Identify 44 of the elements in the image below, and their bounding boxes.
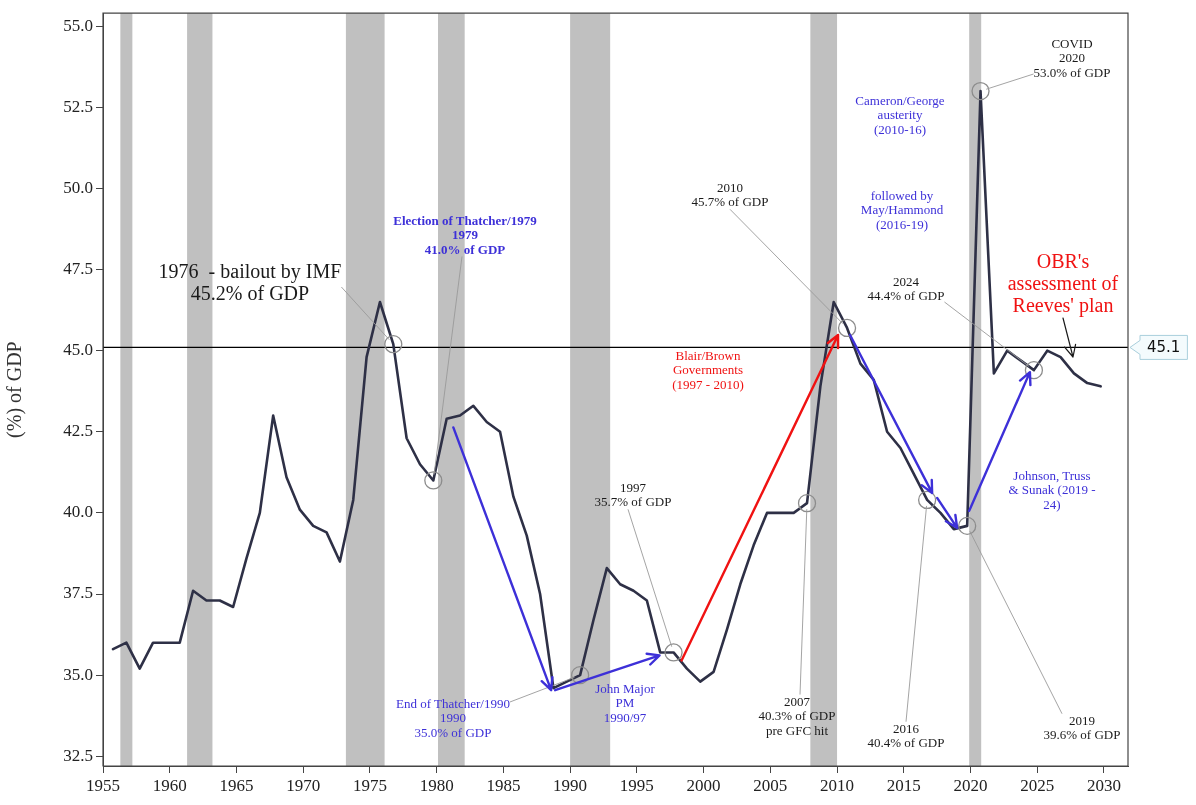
- annotation: 2019 39.6% of GDP: [1043, 712, 1121, 743]
- y-tick-label: 47.5: [63, 259, 93, 279]
- annotation: 2016 40.4% of GDP: [867, 720, 945, 751]
- x-tick-label: 1980: [419, 775, 454, 795]
- x-tick-label: 2005: [753, 775, 788, 795]
- x-tick-label: 2025: [1020, 775, 1055, 795]
- x-tick-label: 1955: [86, 775, 120, 795]
- annotation: John Major PM 1990/97: [595, 680, 655, 725]
- annotation: followed by May/Hammond (2016-19): [860, 187, 944, 232]
- y-tick-label: 37.5: [63, 583, 93, 603]
- x-tick-label: 1995: [619, 775, 654, 795]
- ref-line-label: 45.1: [1147, 338, 1181, 357]
- y-axis-title: (%) of GDP: [3, 341, 27, 438]
- y-tick-label: 35.0: [63, 664, 93, 684]
- x-tick-label: 2015: [886, 775, 921, 795]
- x-tick-label: 1970: [286, 775, 321, 795]
- y-tick-label: 32.5: [63, 745, 93, 765]
- x-tick-label: 2010: [820, 775, 855, 795]
- y-tick-label: 55.0: [63, 15, 93, 35]
- annotation: End of Thatcher/1990 1990 35.0% of GDP: [396, 695, 510, 740]
- annotation: Blair/Brown Governments (1997 - 2010): [672, 347, 744, 392]
- annotation: OBR's assessment of Reeves' plan: [1007, 250, 1119, 316]
- annotation: 1976 - bailout by IMF 45.2% of GDP: [158, 260, 342, 304]
- annotation: 2024 44.4% of GDP: [867, 273, 945, 304]
- annotation: 2007 40.3% of GDP pre GFC hit: [758, 693, 836, 738]
- x-tick-label: 2000: [686, 775, 721, 795]
- x-tick-label: 2030: [1086, 775, 1121, 795]
- y-tick-label: 52.5: [63, 96, 93, 116]
- x-tick-label: 1975: [352, 775, 387, 795]
- x-tick-label: 1965: [219, 775, 254, 795]
- annotation: 2010 45.7% of GDP: [691, 179, 769, 210]
- annotation: COVID 2020 53.0% of GDP: [1033, 35, 1111, 80]
- y-tick-label: 42.5: [63, 421, 93, 441]
- annotation: 1997 35.7% of GDP: [594, 479, 672, 510]
- x-tick-label: 1990: [553, 775, 588, 795]
- y-tick-label: 50.0: [63, 177, 93, 197]
- x-tick-label: 2020: [953, 775, 988, 795]
- annotation: Election of Thatcher/1979 1979 41.0% of GDP: [393, 212, 537, 257]
- x-tick-label: 1960: [152, 775, 187, 795]
- annotation: Johnson, Truss & Sunak (2019 - 24): [1008, 467, 1096, 512]
- annotation: Cameron/George austerity (2010-16): [855, 92, 945, 137]
- y-tick-label: 45.0: [63, 340, 93, 360]
- y-tick-label: 40.0: [63, 502, 93, 522]
- x-tick-label: 1985: [486, 775, 521, 795]
